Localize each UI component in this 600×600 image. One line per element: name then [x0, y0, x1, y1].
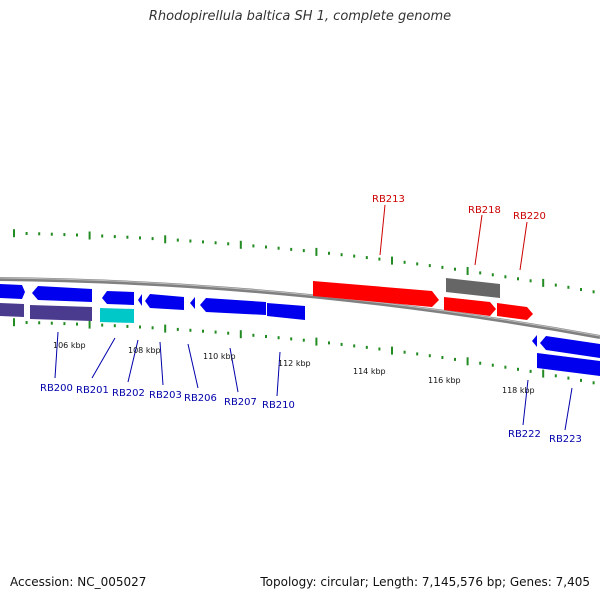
rna-gene-block[interactable] — [100, 308, 134, 323]
gene-arrow[interactable] — [145, 294, 184, 310]
tick-track-top — [13, 229, 595, 294]
leader-line — [159, 341, 164, 386]
leader-line — [91, 337, 116, 379]
leader-line — [519, 221, 528, 271]
gene-label-RB222[interactable]: RB222 — [508, 429, 541, 440]
gene-arrow-RB220[interactable] — [497, 303, 533, 320]
scale-label: 116 kbp — [428, 376, 461, 385]
genome-backbone — [0, 277, 600, 339]
pseudogene-block[interactable] — [0, 303, 24, 317]
gene-label-RB220[interactable]: RB220 — [513, 211, 546, 222]
gene-arrow[interactable] — [200, 298, 266, 315]
scale-label: 108 kbp — [128, 346, 161, 355]
gene-arrow[interactable] — [102, 291, 134, 305]
gene-label-RB203[interactable]: RB203 — [149, 390, 182, 401]
gene-label-RB200[interactable]: RB200 — [40, 383, 73, 394]
leader-line — [54, 331, 59, 379]
leader-line — [474, 214, 483, 266]
gene-label-RB206[interactable]: RB206 — [184, 393, 217, 404]
gene-label-RB218[interactable]: RB218 — [468, 205, 501, 216]
gene-arrow-RB218[interactable] — [444, 297, 496, 316]
leader-line — [229, 347, 239, 393]
gene-label-RB202[interactable]: RB202 — [112, 388, 145, 399]
accession-label: Accession: NC_005027 — [10, 575, 147, 589]
leader-line — [564, 387, 573, 431]
scale-label: 112 kbp — [278, 359, 311, 368]
gene-arrow[interactable] — [0, 284, 25, 299]
gene-label-RB213[interactable]: RB213 — [372, 194, 405, 205]
gene-arrow[interactable] — [267, 303, 305, 320]
scale-label: 114 kbp — [353, 367, 386, 376]
leader-line — [379, 204, 386, 256]
scale-label: 118 kbp — [502, 386, 535, 395]
gene-arrow[interactable] — [540, 336, 600, 358]
grey-gene-block[interactable] — [446, 278, 500, 298]
gene-arrow[interactable] — [532, 335, 537, 347]
leader-line — [127, 339, 139, 383]
gene-arrow-RB213[interactable] — [313, 281, 439, 307]
gene-arrow[interactable] — [32, 286, 92, 302]
map-title: Rhodopirellula baltica SH 1, complete ge… — [148, 9, 452, 24]
scale-label: 110 kbp — [203, 352, 236, 361]
pseudogene-block[interactable] — [30, 305, 92, 321]
gene-label-RB210[interactable]: RB210 — [262, 400, 295, 411]
leader-line — [187, 343, 199, 389]
genome-summary: Topology: circular; Length: 7,145,576 bp… — [260, 575, 590, 589]
leader-line — [522, 379, 529, 426]
gene-arrow[interactable] — [190, 297, 195, 309]
leader-line — [276, 351, 281, 397]
gene-label-RB223[interactable]: RB223 — [549, 434, 582, 445]
gene-label-RB207[interactable]: RB207 — [224, 397, 257, 408]
scale-label: 106 kbp — [53, 341, 86, 350]
gene-arrow[interactable] — [537, 353, 600, 376]
gene-arrow[interactable] — [138, 294, 142, 306]
gene-label-RB201[interactable]: RB201 — [76, 385, 109, 396]
tick-track-bottom — [13, 318, 595, 385]
